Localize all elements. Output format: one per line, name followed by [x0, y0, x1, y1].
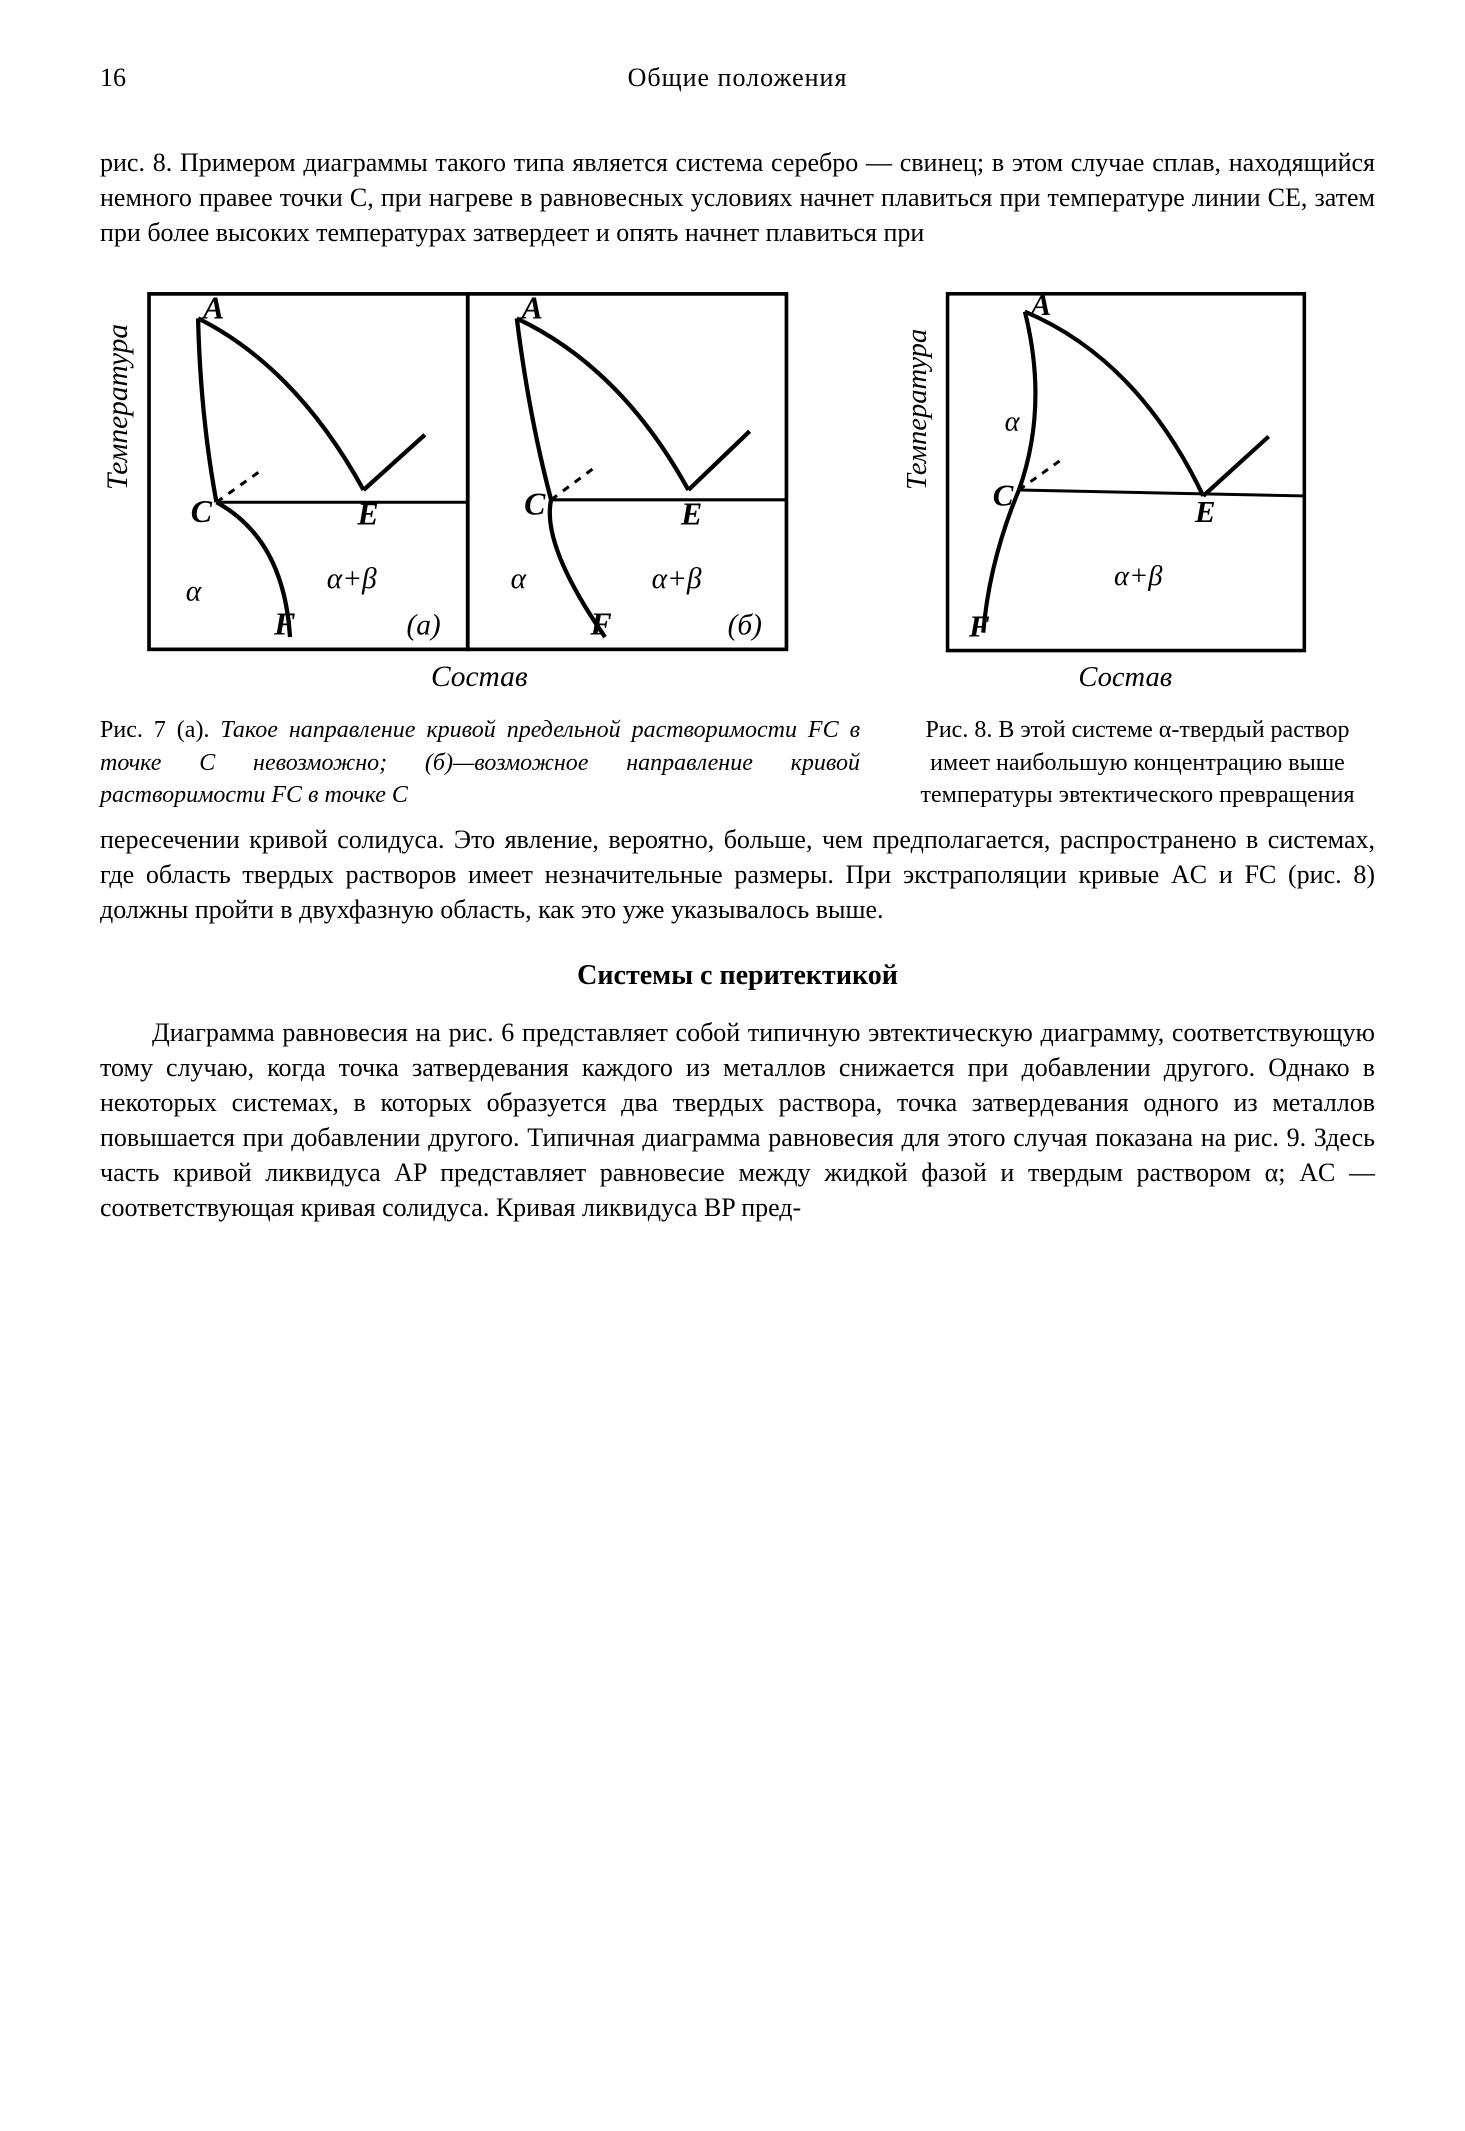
running-head: Общие положения [180, 60, 1295, 95]
fig7a-F: F [273, 607, 295, 642]
fig7b-C: C [524, 487, 546, 522]
fig7b-alpha: α [511, 563, 527, 595]
fig7-caption-text: Такое направление кривой предельной раст… [100, 717, 860, 808]
section-heading: Системы с перитектикой [100, 957, 1375, 995]
fig8-alpha: α [1005, 407, 1021, 438]
fig8-C: C [993, 478, 1014, 513]
fig7a-ab: α+β [327, 563, 377, 595]
fig7b-A: A [520, 291, 543, 326]
page-number: 16 [100, 60, 180, 95]
paragraph-2: пересечении кривой солидуса. Это явление… [100, 822, 1375, 927]
figure-8: Температура A C E F α α+β [900, 280, 1375, 811]
fig7-ylabel: Температура [102, 324, 134, 490]
figure-row: Температура A C E F [100, 280, 1375, 811]
fig7a-sublabel: (a) [406, 610, 440, 642]
fig8-caption-prefix: Рис. 8. [925, 717, 992, 743]
fig8-ylabel: Температура [902, 329, 933, 490]
fig7b-ab: α+β [652, 563, 702, 595]
figure-8-caption: Рис. 8. В этой системе α-твердый раствор… [900, 714, 1375, 811]
fig8-A: A [1029, 288, 1052, 323]
paragraph-3: Диаграмма равновесия на рис. 6 представл… [100, 1015, 1375, 1226]
fig7a-alpha: α [186, 576, 202, 608]
fig7-xlabel: Состав [431, 662, 528, 694]
figure-8-svg: Температура A C E F α α+β [900, 280, 1340, 700]
fig7-caption-prefix: Рис. 7 (а). [100, 717, 209, 743]
fig7b-F: F [589, 607, 611, 642]
fig7-panel-a: A C E F α α+β (a) [149, 291, 468, 650]
fig7a-E: E [356, 497, 378, 532]
figure-7: Температура A C E F [100, 280, 860, 811]
fig7-panel-b: A C E F α α+β (б) [468, 291, 787, 650]
fig8-ab: α+β [1114, 562, 1163, 593]
paragraph-1: рис. 8. Примером диаграммы такого типа я… [100, 145, 1375, 250]
fig8-E: E [1194, 494, 1216, 529]
fig7a-A: A [201, 291, 224, 326]
fig8-panel: A C E F α α+β [948, 288, 1305, 651]
fig7a-C: C [191, 494, 213, 529]
fig8-F: F [968, 609, 990, 644]
page-header: 16 Общие положения [100, 60, 1375, 95]
fig8-xlabel: Состав [1078, 663, 1172, 694]
figure-7-caption: Рис. 7 (а). Такое направление кривой пре… [100, 714, 860, 811]
fig7b-sublabel: (б) [728, 610, 762, 642]
fig7b-E: E [680, 497, 702, 532]
figure-7-svg: Температура A C E F [100, 280, 860, 700]
